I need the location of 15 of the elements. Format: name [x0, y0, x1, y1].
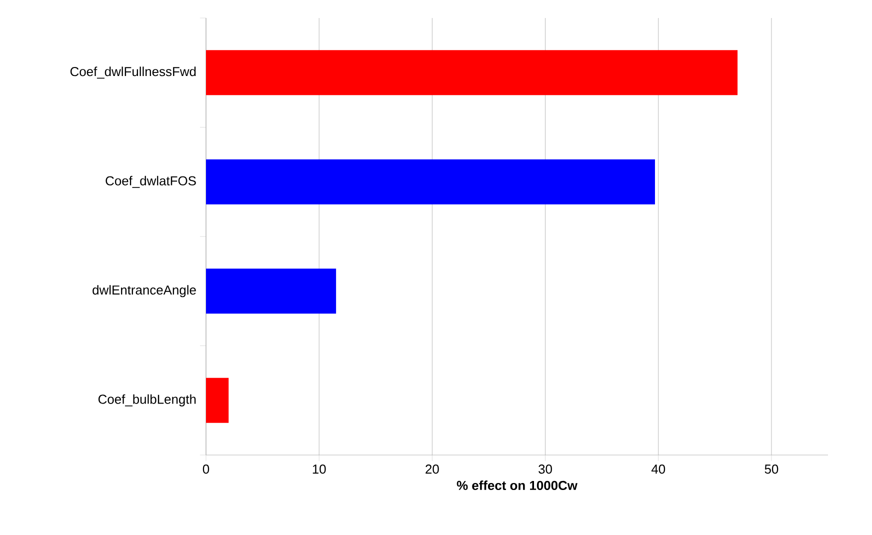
- x-tick-label: 50: [764, 464, 778, 474]
- bar: [206, 268, 336, 314]
- x-tick-label: 10: [312, 464, 326, 474]
- y-tick-label: Coef_dwlatFOS: [106, 176, 196, 188]
- x-tick-label: 0: [202, 464, 210, 474]
- bar: [206, 50, 738, 96]
- y-tick-label: Coef_dwlFullnessFwd: [70, 66, 196, 79]
- y-tick-label: Coef_bulbLength: [98, 394, 196, 406]
- x-axis-title: % effect on 1000Cw: [456, 480, 578, 490]
- y-tick-label: dwlEntranceAngle: [92, 285, 196, 298]
- x-tick-label: 40: [651, 464, 666, 474]
- x-tick-label: 20: [426, 464, 439, 474]
- x-tick-label: 30: [538, 464, 552, 474]
- bar: [206, 159, 655, 204]
- bar: [206, 378, 229, 423]
